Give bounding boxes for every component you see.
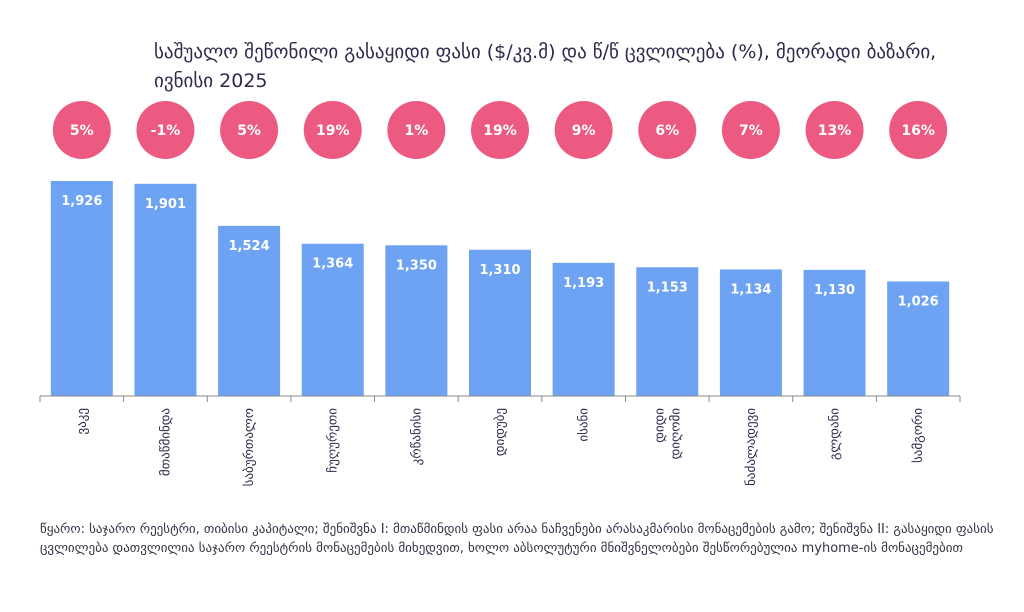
bars xyxy=(50,181,950,396)
category-label: გლდანი xyxy=(828,408,843,460)
yoy-badge-label: 6% xyxy=(655,123,679,139)
bar-9 xyxy=(803,269,866,396)
yoy-badge xyxy=(387,101,446,159)
yoy-badge xyxy=(638,101,697,159)
category-label: საბურთალო xyxy=(242,408,257,486)
yoy-badge xyxy=(721,101,780,159)
yoy-badge xyxy=(136,101,195,159)
yoy-badge xyxy=(471,101,529,159)
bar-7 xyxy=(636,267,699,396)
chart-title: საშუალო შეწონილი გასაყიდი ფასი ($/კვ.მ) … xyxy=(154,41,937,92)
yoy-badge-label: 16% xyxy=(901,123,935,139)
category-label: ისანი xyxy=(577,408,592,442)
yoy-badge xyxy=(52,101,111,159)
bar-4 xyxy=(385,245,448,396)
bar-value-label: 1,130 xyxy=(814,283,855,298)
category-label: ნაძალადევი xyxy=(744,408,759,486)
yoy-badge-label: 5% xyxy=(70,123,94,139)
category-label: სამგორი xyxy=(911,408,926,463)
category-label: კრწანისი xyxy=(409,408,424,466)
bar-value-label: 1,350 xyxy=(396,258,437,273)
category-label: ვაკე xyxy=(75,408,90,435)
bar-value-label: 1,193 xyxy=(563,276,604,291)
bar-value-label: 1,310 xyxy=(479,263,520,278)
yoy-badge xyxy=(805,101,864,159)
yoy-badge-label: -1% xyxy=(151,123,181,139)
category-label: ჩუღურეთი xyxy=(326,408,341,473)
yoy-badge-label: 19% xyxy=(316,123,350,139)
bar-10 xyxy=(887,281,950,396)
bar-value-label: 1,364 xyxy=(312,257,353,272)
yoy-badge xyxy=(220,101,279,159)
yoy-badge xyxy=(889,101,948,159)
category-label: დიდიდიღომი xyxy=(652,408,683,460)
bar-3 xyxy=(301,243,364,396)
x-ticks xyxy=(39,396,961,402)
bar-2 xyxy=(218,225,281,396)
bar-value-label: 1,926 xyxy=(61,194,102,209)
bar-8 xyxy=(719,269,782,396)
yoy-badge-label: 7% xyxy=(739,123,763,139)
value-labels: 1,926 1,901 1,524 1,364 1,350 1,310 1,193 1,153… xyxy=(61,194,938,309)
category-labels: ვაკე მთაწმინდა საბურთალო ჩუღურეთი კრწანისი დი… xyxy=(75,408,926,487)
yoy-badge-label: 13% xyxy=(818,123,852,139)
bar-0 xyxy=(50,181,113,396)
yoy-badges: 5% -1% 5% 19% 1% 19% 9% 6% 7% 13% 16% xyxy=(52,101,948,159)
bar-value-label: 1,026 xyxy=(898,294,939,309)
yoy-badge xyxy=(554,101,613,159)
bar-6 xyxy=(552,262,615,396)
yoy-badge-label: 5% xyxy=(237,123,261,139)
yoy-badge-label: 19% xyxy=(483,123,517,139)
source-footnote: წყარო: საჯარო რეესტრი, თიბისი კაპიტალი; … xyxy=(40,522,994,556)
bar-5 xyxy=(469,249,531,396)
bar-value-label: 1,153 xyxy=(647,280,688,295)
bar-chart: 5% -1% 5% 19% 1% 19% 9% 6% 7% 13% 16% 1,926 1,9011,… xyxy=(39,101,961,487)
yoy-badge-label: 1% xyxy=(404,123,428,139)
bar-value-label: 1,524 xyxy=(229,239,270,254)
bar-value-label: 1,134 xyxy=(730,282,771,297)
bar-1 xyxy=(134,183,197,396)
category-label: მთაწმინდა xyxy=(158,408,173,476)
yoy-badge-label: 9% xyxy=(572,123,596,139)
yoy-badge xyxy=(303,101,362,159)
category-label: დიდუბე xyxy=(493,408,508,456)
bar-value-label: 1,901 xyxy=(145,197,186,212)
